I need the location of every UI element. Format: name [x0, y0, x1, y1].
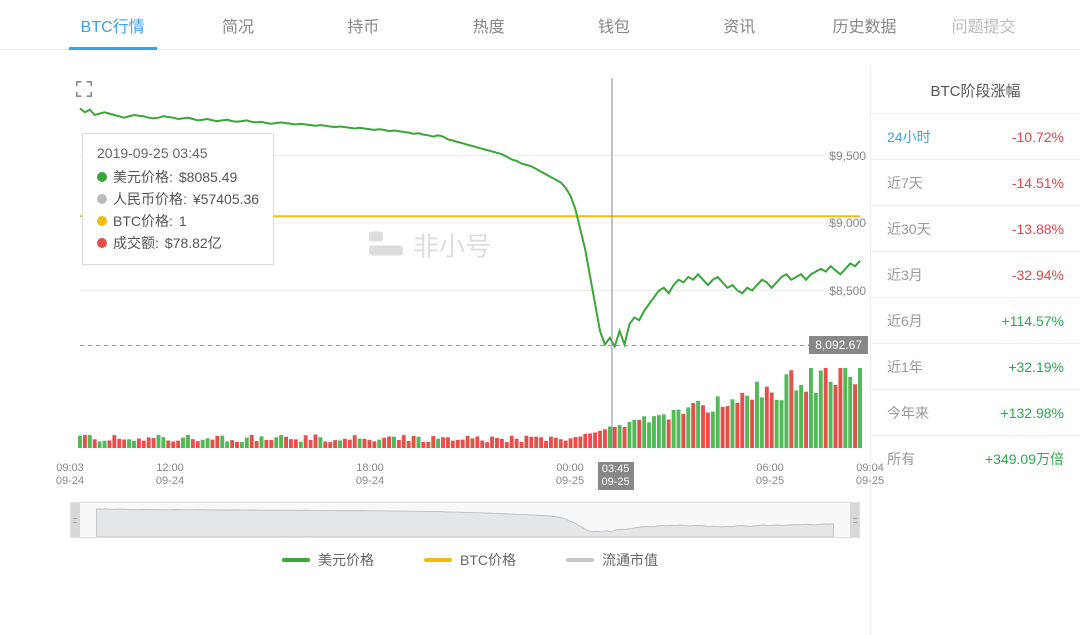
side-row-5[interactable]: 近1年 +32.19% [871, 344, 1080, 390]
range-slider[interactable] [70, 498, 870, 542]
tab-6[interactable]: 历史数据 [802, 13, 927, 49]
tab-7[interactable]: 问题提交 [927, 13, 1040, 49]
legend-label: BTC价格 [460, 550, 516, 570]
legend-swatch-icon [424, 558, 452, 562]
x-axis: 09:0309-2412:0009-2418:0009-2400:0009-25… [70, 458, 870, 492]
legend-swatch-icon [566, 558, 594, 562]
tooltip-row-1: 人民币价格: ¥57405.36 [97, 188, 259, 210]
side-period: 所有 [887, 449, 915, 469]
range-handle-right[interactable] [850, 503, 860, 537]
y-axis-label: $9,000 [829, 216, 866, 230]
side-period: 近6月 [887, 311, 923, 331]
side-change: +114.57% [1002, 313, 1064, 329]
tooltip-value: ¥57405.36 [193, 188, 259, 210]
legend-label: 流通市值 [602, 550, 658, 570]
x-tick-6: 09:0409-25 [856, 462, 884, 488]
side-row-1[interactable]: 近7天 -14.51% [871, 160, 1080, 206]
side-period: 今年来 [887, 403, 929, 423]
tooltip-time: 2019-09-25 03:45 [97, 142, 259, 164]
tooltip-label: 人民币价格: [113, 188, 187, 210]
tooltip-label: BTC价格: [113, 210, 173, 232]
tooltip-label: 成交额: [113, 232, 159, 254]
tab-0[interactable]: BTC行情 [50, 13, 175, 49]
tab-2[interactable]: 持币 [301, 13, 426, 49]
price-chart[interactable]: 非小号 2019-09-25 03:45 美元价格:$8085.49人民币价格:… [70, 78, 870, 458]
side-change: +349.09万倍 [985, 449, 1064, 469]
tooltip-value: $8085.49 [179, 166, 237, 188]
legend-item-0[interactable]: 美元价格 [282, 550, 374, 570]
x-tick-3: 00:0009-25 [556, 462, 584, 488]
legend-item-1[interactable]: BTC价格 [424, 550, 516, 570]
legend-item-2[interactable]: 流通市值 [566, 550, 658, 570]
side-period: 近7天 [887, 173, 923, 193]
side-change: +132.98% [1001, 405, 1064, 421]
side-row-7[interactable]: 所有 +349.09万倍 [871, 436, 1080, 482]
x-tick-0: 09:0309-24 [56, 462, 84, 488]
tooltip-row-3: 成交额: $78.82亿 [97, 232, 259, 254]
side-change: -10.72% [1012, 129, 1064, 145]
chart-tooltip: 2019-09-25 03:45 美元价格: $8085.49人民币价格: ¥574… [82, 133, 274, 265]
side-period: 24小时 [887, 127, 931, 147]
side-row-2[interactable]: 近30天 -13.88% [871, 206, 1080, 252]
side-period: 近30天 [887, 219, 931, 239]
side-row-3[interactable]: 近3月 -32.94% [871, 252, 1080, 298]
range-handle-left[interactable] [70, 503, 80, 537]
x-tick-4: 03:4509-25 [598, 462, 634, 490]
tooltip-value: 1 [179, 210, 187, 232]
tab-3[interactable]: 热度 [426, 13, 551, 49]
x-tick-1: 12:0009-24 [156, 462, 184, 488]
side-change: -13.88% [1012, 221, 1064, 237]
side-period: 近1年 [887, 357, 923, 377]
side-period: 近3月 [887, 265, 923, 285]
y-axis-label: $8,500 [829, 284, 866, 298]
x-tick-2: 18:0009-24 [356, 462, 384, 488]
tab-5[interactable]: 资讯 [677, 13, 802, 49]
tooltip-dot-icon [97, 238, 107, 248]
legend-label: 美元价格 [318, 550, 374, 570]
tooltip-row-0: 美元价格: $8085.49 [97, 166, 259, 188]
x-tick-5: 06:0009-25 [756, 462, 784, 488]
tab-1[interactable]: 简况 [175, 13, 300, 49]
price-flag: 8,092.67 [809, 336, 868, 354]
tooltip-dot-icon [97, 194, 107, 204]
tooltip-value: $78.82亿 [165, 232, 222, 254]
side-row-4[interactable]: 近6月 +114.57% [871, 298, 1080, 344]
stage-change-panel: BTC阶段涨幅 24小时 -10.72% 近7天 -14.51% 近30天 -13.88%… [870, 66, 1080, 635]
legend-swatch-icon [282, 558, 310, 562]
tooltip-label: 美元价格: [113, 166, 173, 188]
tabs-bar: BTC行情简况持币热度钱包资讯历史数据问题提交 [0, 0, 1080, 50]
y-axis-label: $9,500 [829, 149, 866, 163]
side-change: +32.19% [1008, 359, 1064, 375]
tooltip-dot-icon [97, 172, 107, 182]
tooltip-dot-icon [97, 216, 107, 226]
legend: 美元价格 BTC价格 流通市值 [70, 542, 870, 574]
tooltip-row-2: BTC价格: 1 [97, 210, 259, 232]
tab-4[interactable]: 钱包 [551, 13, 676, 49]
side-change: -32.94% [1012, 267, 1064, 283]
range-track [70, 502, 860, 538]
side-change: -14.51% [1012, 175, 1064, 191]
side-row-0[interactable]: 24小时 -10.72% [871, 114, 1080, 160]
side-panel-title: BTC阶段涨幅 [871, 66, 1080, 114]
side-row-6[interactable]: 今年来 +132.98% [871, 390, 1080, 436]
